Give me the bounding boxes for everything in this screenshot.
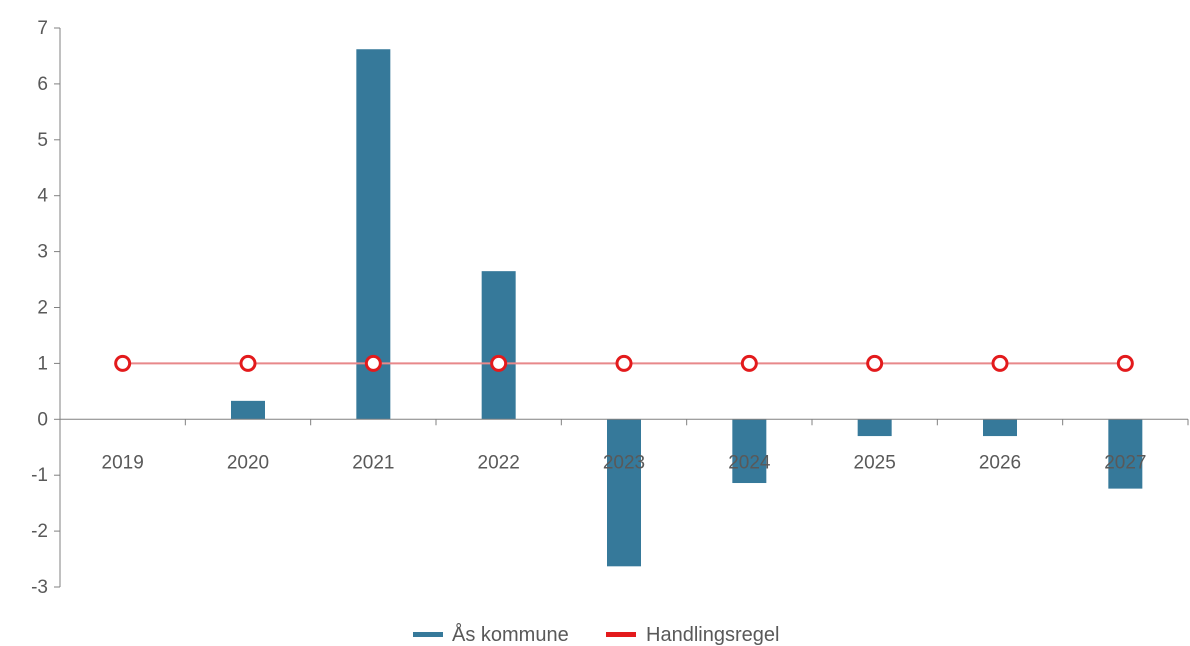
bar xyxy=(231,400,265,420)
y-axis: 7 6 5 4 3 2 1 0 -1 -2 -3 xyxy=(31,18,61,598)
line-point xyxy=(866,354,884,372)
line-point xyxy=(740,354,758,372)
y-tick-label: 3 xyxy=(37,242,48,263)
y-tick-label: -3 xyxy=(31,577,48,598)
y-tick-label: 7 xyxy=(37,18,48,39)
bar xyxy=(1108,419,1143,489)
x-tick-label: 2020 xyxy=(227,452,269,473)
line-point xyxy=(364,354,382,372)
line-point xyxy=(991,354,1009,372)
legend-swatch-handlingsregel xyxy=(606,632,636,637)
x-tick-label: 2023 xyxy=(603,452,645,473)
bar xyxy=(732,419,767,484)
line-point xyxy=(615,354,633,372)
legend-label-as-kommune: Ås kommune xyxy=(452,623,569,646)
x-tick-label: 2021 xyxy=(352,452,394,473)
bar xyxy=(983,419,1017,437)
x-axis: 2019 2020 2021 2022 2023 2024 2025 2026 2027 xyxy=(59,418,1189,473)
y-tick-label: 4 xyxy=(37,186,48,207)
line-series xyxy=(114,354,1134,372)
bar xyxy=(481,271,516,420)
x-tick-label: 2026 xyxy=(979,452,1021,473)
bar xyxy=(607,419,641,567)
line-point xyxy=(490,354,508,372)
line-point xyxy=(114,354,132,372)
x-tick-label: 2025 xyxy=(854,452,896,473)
bar xyxy=(857,419,892,437)
y-tick-label: -1 xyxy=(31,465,48,486)
x-tick-label: 2027 xyxy=(1104,452,1146,473)
x-tick-label: 2019 xyxy=(102,452,144,473)
y-tick-label: 5 xyxy=(37,130,48,151)
y-tick-label: -2 xyxy=(31,521,48,542)
y-tick-label: 1 xyxy=(37,353,48,374)
legend-swatch-as-kommune xyxy=(413,632,443,637)
y-tick-label: 6 xyxy=(37,74,48,95)
line-point xyxy=(239,354,257,372)
x-tick-label: 2022 xyxy=(478,452,520,473)
x-tick-label: 2024 xyxy=(728,452,771,473)
y-tick-label: 0 xyxy=(37,409,48,430)
bar-series xyxy=(231,49,1143,567)
legend-label-handlingsregel: Handlingsregel xyxy=(646,624,779,646)
y-tick-label: 2 xyxy=(37,298,48,319)
line-point xyxy=(1116,354,1134,372)
legend: Ås kommune Handlingsregel xyxy=(413,623,779,646)
